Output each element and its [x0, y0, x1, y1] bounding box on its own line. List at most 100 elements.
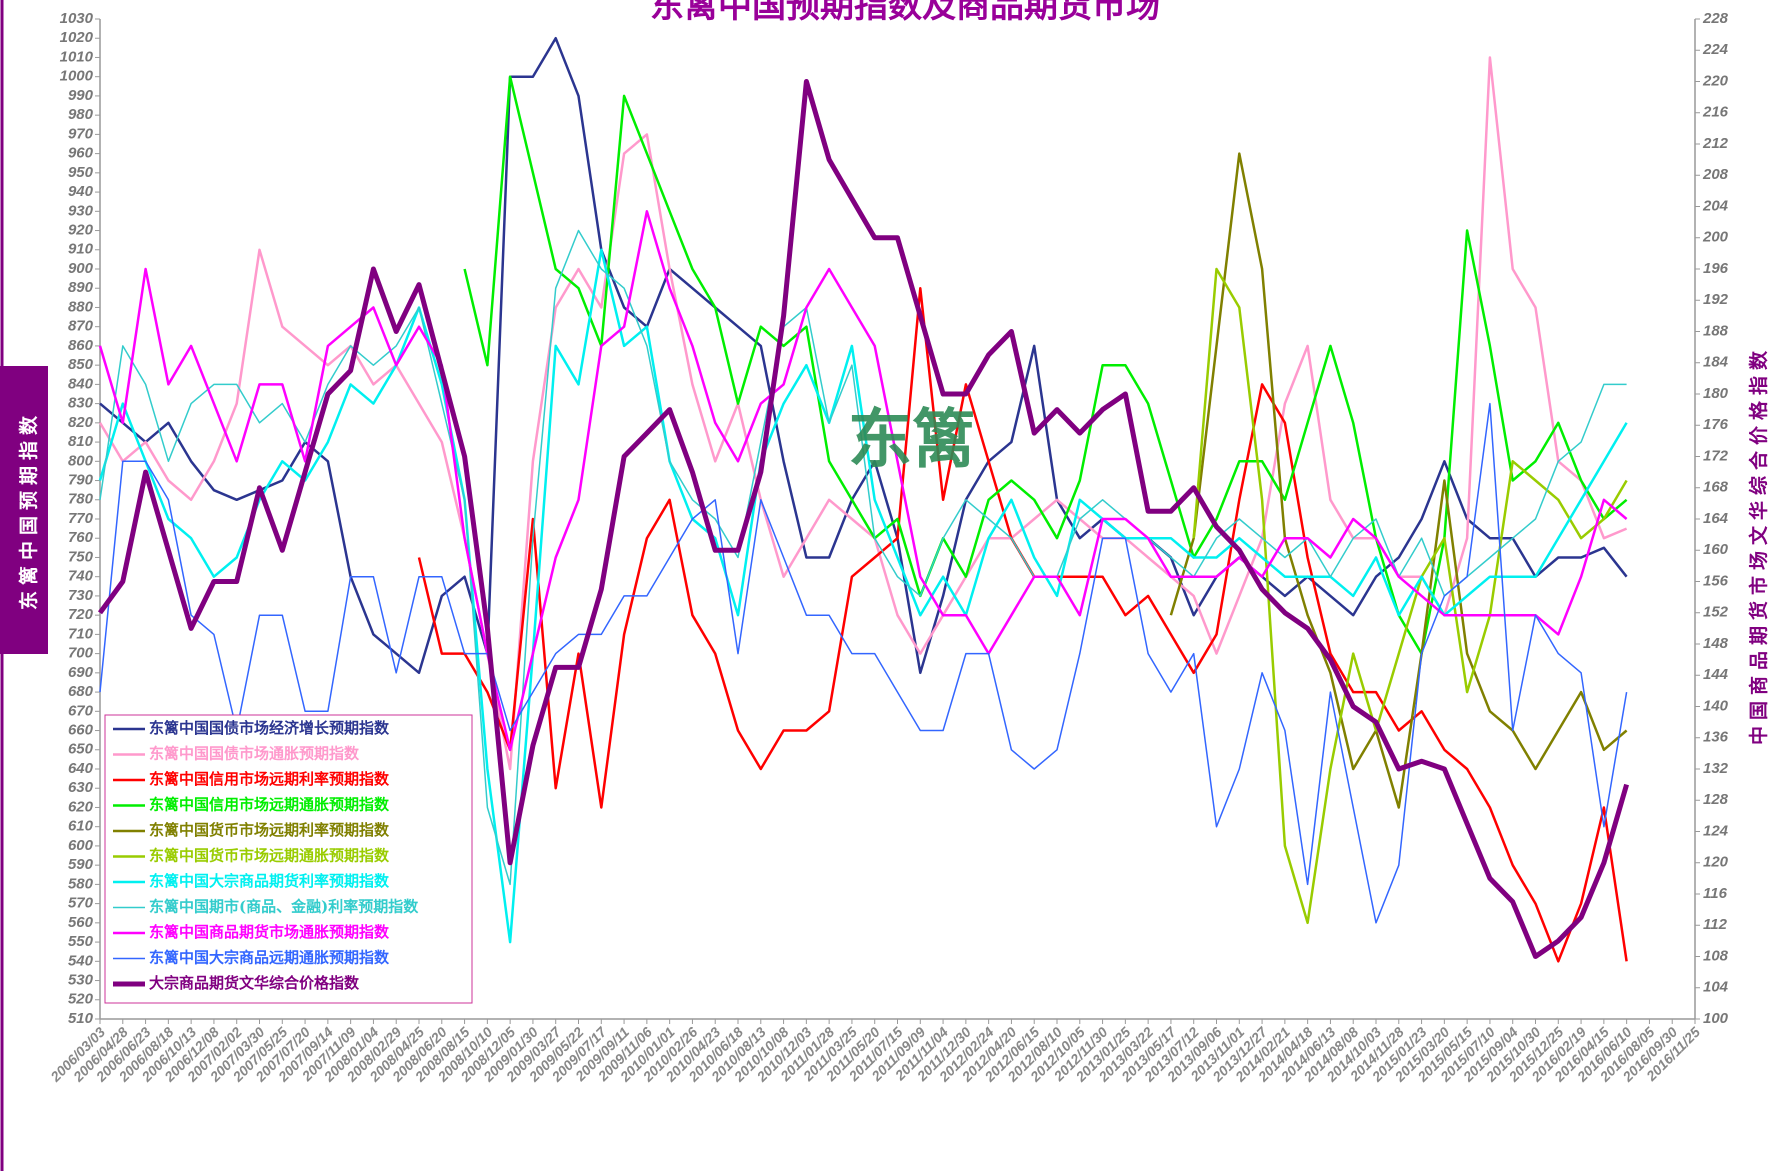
y2-tick-label: 196	[1703, 260, 1729, 277]
y2-tick-label: 100	[1703, 1010, 1729, 1027]
y-tick-label: 700	[68, 645, 94, 662]
y-tick-label: 1000	[60, 68, 94, 85]
y2-tick-label: 204	[1702, 197, 1729, 214]
y2-tick-label: 180	[1703, 385, 1729, 402]
series-line	[1169, 152, 1628, 809]
series-line	[98, 210, 1628, 752]
y2-tick-label: 216	[1702, 104, 1729, 121]
y-tick-label: 760	[68, 529, 94, 546]
y-tick-label: 530	[68, 972, 94, 989]
y-tick-label: 890	[68, 279, 94, 296]
y2-tick-label: 116	[1703, 885, 1728, 902]
y2-tick-label: 152	[1703, 604, 1729, 621]
series-line	[97, 79, 1630, 959]
y-label-box	[0, 366, 48, 654]
y-tick-label: 730	[68, 587, 94, 604]
y2-tick-label: 132	[1703, 760, 1729, 777]
y-tick-label: 850	[68, 356, 94, 373]
y2-tick-label: 200	[1702, 229, 1729, 246]
chart-title: 东篱中国预期指数及商品期货市场	[650, 0, 1160, 26]
series-line	[99, 36, 1628, 675]
y-tick-label: 930	[68, 202, 94, 219]
y2-tick-label: 212	[1702, 135, 1729, 152]
y2-tick-label: 176	[1703, 416, 1729, 433]
y-tick-label: 780	[68, 491, 94, 508]
legend-label: 东篱中国信用市场远期利率预期指数	[149, 770, 390, 788]
y-tick-label: 920	[68, 222, 94, 239]
series-line	[1192, 267, 1628, 925]
y-tick-label: 1020	[60, 29, 94, 46]
plot-area: 510 520 530 540 550 560 570 580 590 600 610 620 630 6…	[47, 10, 1729, 1085]
y2-tick-label: 168	[1703, 479, 1729, 496]
y-tick-label: 570	[68, 895, 94, 912]
y-axis-label: 东篱中国预期指数	[17, 410, 40, 610]
y-tick-label: 560	[68, 914, 94, 931]
y-tick-label: 540	[68, 952, 94, 969]
legend-label: 东篱中国货币市场远期利率预期指数	[149, 821, 390, 839]
y2-tick-label: 192	[1703, 291, 1729, 308]
y2-tick-label: 208	[1702, 166, 1729, 183]
legend: 东篱中国国债市场经济增长预期指数东篱中国国债市场通胀预期指数东篱中国信用市场远期…	[104, 714, 473, 1004]
y2-tick-label: 124	[1703, 822, 1729, 839]
y2-axis-label: 中国商品期货市场文华综合价格指数	[1747, 345, 1770, 745]
y-tick-label: 580	[68, 875, 94, 892]
y-tick-label: 650	[68, 741, 94, 758]
y-tick-label: 680	[68, 683, 94, 700]
y-tick-label: 970	[68, 125, 94, 142]
legend-box	[104, 714, 473, 1004]
y2-tick-label: 184	[1703, 354, 1729, 371]
y2-tick-label: 148	[1703, 635, 1729, 652]
y-tick-label: 950	[68, 164, 94, 181]
legend-label: 东篱中国大宗商品期货利率预期指数	[149, 872, 390, 890]
legend-label: 东篱中国期市(商品、金融)利率预期指数	[149, 898, 419, 916]
y-tick-label: 520	[68, 991, 94, 1008]
y-tick-label: 820	[68, 414, 94, 431]
series-line	[98, 248, 1628, 944]
legend-label: 东篱中国货币市场远期通胀预期指数	[149, 847, 390, 865]
y2-tick-label: 156	[1703, 572, 1729, 589]
legend-label: 东篱中国商品期货市场通胀预期指数	[149, 923, 390, 941]
y-tick-label: 1030	[60, 10, 94, 27]
y-tick-label: 840	[68, 375, 94, 392]
y2-tick-label: 136	[1703, 729, 1729, 746]
legend-label: 大宗商品期货文华综合价格指数	[149, 974, 360, 992]
series-line	[99, 402, 1628, 924]
y-tick-label: 710	[68, 625, 94, 642]
y-tick-label: 670	[68, 702, 94, 719]
legend-label: 东篱中国国债市场通胀预期指数	[149, 745, 360, 763]
y-tick-label: 610	[68, 818, 94, 835]
y-tick-label: 810	[68, 433, 94, 450]
legend-label: 东篱中国信用市场远期通胀预期指数	[149, 796, 390, 814]
y-tick-label: 590	[68, 856, 94, 873]
y2-tick-label: 172	[1703, 447, 1729, 464]
y-tick-label: 960	[68, 145, 94, 162]
legend-label: 东篱中国大宗商品远期通胀预期指数	[149, 949, 390, 967]
y2-tick-label: 140	[1703, 697, 1729, 714]
y2-tick-label: 188	[1703, 322, 1729, 339]
y-tick-label: 790	[68, 472, 94, 489]
y-tick-label: 750	[68, 548, 94, 565]
y-tick-label: 600	[68, 837, 94, 854]
y-tick-label: 720	[68, 606, 94, 623]
y-tick-label: 770	[68, 510, 94, 527]
y-tick-label: 550	[68, 933, 94, 950]
y-tick-label: 880	[68, 298, 94, 315]
y2-tick-label: 128	[1703, 791, 1729, 808]
y-tick-label: 990	[68, 87, 94, 104]
y2-tick-label: 160	[1703, 541, 1729, 558]
y-tick-label: 660	[68, 722, 94, 739]
y2-tick-label: 224	[1702, 41, 1729, 58]
y2-tick-label: 144	[1703, 666, 1729, 683]
y-tick-label: 800	[68, 452, 94, 469]
y-tick-label: 830	[68, 395, 94, 412]
y-tick-label: 1010	[60, 48, 94, 65]
y2-tick-label: 104	[1703, 979, 1729, 996]
legend-label: 东篱中国国债市场经济增长预期指数	[149, 719, 390, 737]
y-tick-label: 510	[68, 1010, 94, 1027]
y-tick-label: 620	[68, 798, 94, 815]
y-tick-label: 740	[68, 568, 94, 585]
y-tick-label: 900	[68, 260, 94, 277]
y2-tick-label: 228	[1702, 10, 1729, 27]
y-tick-label: 910	[68, 241, 94, 258]
y2-tick-label: 112	[1703, 916, 1728, 933]
